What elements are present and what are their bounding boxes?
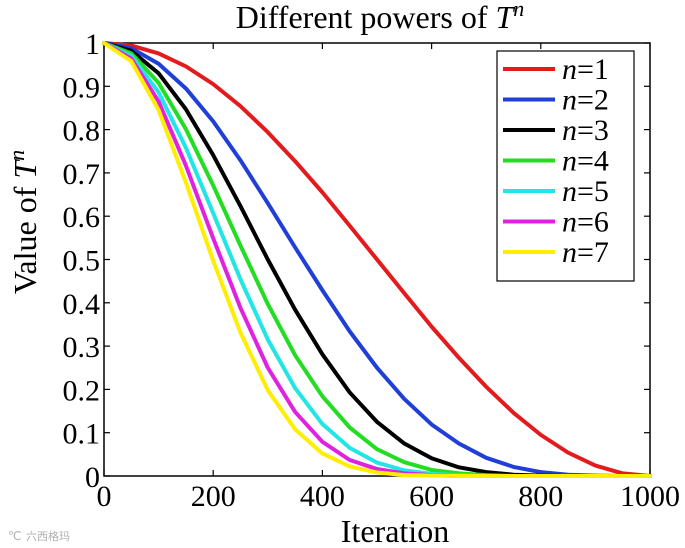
x-tick-label: 200 <box>191 480 236 513</box>
legend-entries: n=1n=2n=3n=4n=5n=6n=7 <box>503 53 609 269</box>
y-tick-label: 0.1 <box>63 418 101 451</box>
series-line-n=1 <box>102 41 652 478</box>
legend-label: n=4 <box>562 145 609 178</box>
series-line-n=2 <box>102 41 652 478</box>
x-tick-label: 1000 <box>620 480 680 513</box>
legend-entry-n=5: n=5 <box>503 175 609 208</box>
legend-entry-n=6: n=6 <box>503 206 609 239</box>
x-tick-label: 400 <box>300 480 345 513</box>
legend-entry-n=2: n=2 <box>503 84 609 117</box>
y-tick-label: 0 <box>85 461 100 494</box>
x-tick-label: 800 <box>518 480 563 513</box>
y-axis-label: Value of Tn <box>4 150 43 294</box>
series-lines <box>102 41 652 478</box>
legend-label: n=2 <box>562 84 609 117</box>
legend-label: n=7 <box>562 236 609 269</box>
chart-title: Different powers of Tn <box>236 0 525 35</box>
y-tick-label: 0.9 <box>63 71 101 104</box>
legend-label: n=3 <box>562 114 609 147</box>
legend: n=1n=2n=3n=4n=5n=6n=7 <box>496 50 635 282</box>
x-tick-label: 0 <box>97 480 112 513</box>
y-tick-label: 0.6 <box>63 201 101 234</box>
y-tick-label: 0.2 <box>63 374 101 407</box>
y-ticks: 0 0.1 0.2 0.3 0.4 0.5 0.6 0.7 0.8 0.9 1 <box>63 28 650 494</box>
legend-label: n=6 <box>562 206 609 239</box>
legend-label: n=5 <box>562 175 609 208</box>
series-line-n=7 <box>102 41 652 478</box>
legend-entry-n=3: n=3 <box>503 114 609 147</box>
y-tick-label: 1 <box>85 28 100 61</box>
x-ticks: 0 200 400 600 800 1000 <box>97 43 680 513</box>
x-tick-label: 600 <box>409 480 454 513</box>
y-tick-label: 0.8 <box>63 115 101 148</box>
y-tick-label: 0.5 <box>63 245 101 278</box>
y-tick-label: 0.7 <box>63 158 101 191</box>
watermark: ℃ 六西格玛 <box>8 529 70 543</box>
legend-box <box>496 50 635 282</box>
watermark-text: 六西格玛 <box>26 529 70 543</box>
y-tick-label: 0.3 <box>63 331 101 364</box>
x-axis-label: Iteration <box>341 513 449 548</box>
y-tick-label: 0.4 <box>63 288 101 321</box>
watermark-icon: ℃ <box>8 529 21 543</box>
legend-entry-n=1: n=1 <box>503 53 609 86</box>
legend-label: n=1 <box>562 53 609 86</box>
legend-entry-n=4: n=4 <box>503 145 609 178</box>
legend-entry-n=7: n=7 <box>503 236 609 269</box>
